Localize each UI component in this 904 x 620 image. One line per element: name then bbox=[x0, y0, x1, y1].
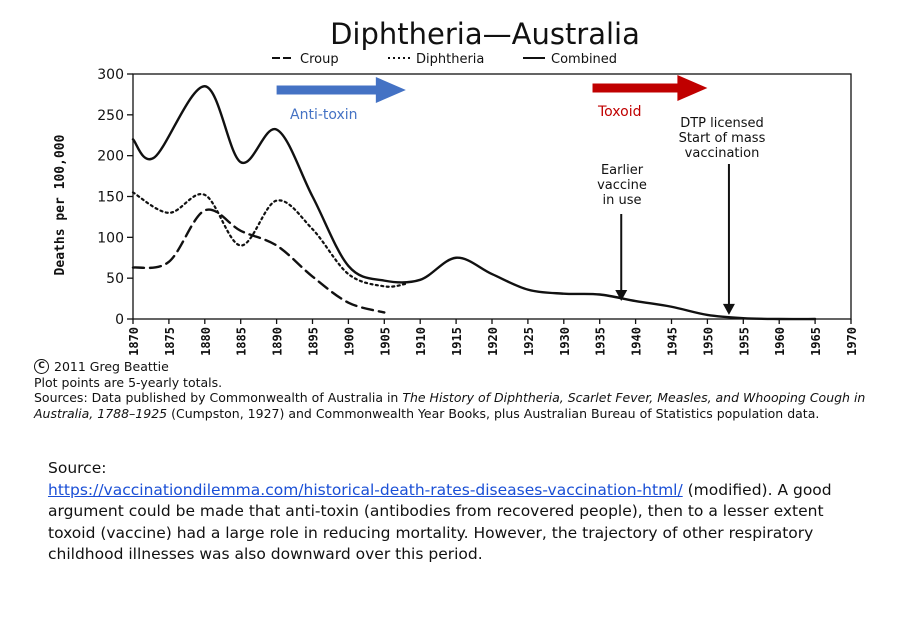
earlier-vaccine-line: vaccine bbox=[597, 178, 647, 193]
legend-label-croup: Croup bbox=[300, 52, 339, 67]
x-tick-label: 1905 bbox=[378, 327, 392, 356]
y-axis: 0 50 100 150 200 250 300 bbox=[97, 67, 133, 328]
earlier-vaccine-line: Earlier bbox=[601, 163, 644, 178]
x-tick-label: 1895 bbox=[307, 327, 321, 356]
antitoxin-label: Anti-toxin bbox=[290, 107, 358, 123]
plot-frame bbox=[132, 73, 852, 320]
x-tick-label: 1900 bbox=[342, 327, 356, 356]
legend-label-combined: Combined bbox=[551, 52, 617, 67]
x-tick-label: 1915 bbox=[450, 327, 464, 356]
y-tick-label: 0 bbox=[115, 312, 124, 328]
sources-text: Sources: Data published by Commonwealth … bbox=[34, 390, 866, 421]
source-link[interactable]: https://vaccinationdilemma.com/historica… bbox=[48, 480, 683, 499]
x-tick-label: 1885 bbox=[235, 327, 249, 356]
y-tick-label: 300 bbox=[97, 67, 124, 83]
chart-credit: C 2011 Greg Beattie Plot points are 5-ye… bbox=[34, 359, 874, 421]
series-line-croup bbox=[131, 208, 386, 314]
earlier-vaccine-line: in use bbox=[603, 193, 642, 208]
copyright-text: 2011 Greg Beattie bbox=[54, 359, 169, 374]
x-tick-label: 1910 bbox=[414, 327, 428, 356]
earlier-vaccine-arrow-head bbox=[615, 290, 628, 302]
copyright-line: C 2011 Greg Beattie bbox=[34, 359, 874, 375]
x-tick-label: 1880 bbox=[199, 327, 213, 356]
copyright-icon: C bbox=[34, 359, 49, 375]
sources-title: The History of Diphtheria, Scarlet Fever… bbox=[34, 390, 866, 421]
y-tick-label: 150 bbox=[97, 190, 124, 206]
series-group bbox=[131, 85, 817, 321]
antitoxin-arrow-head bbox=[375, 77, 406, 103]
source-note: Source: https://vaccinationdilemma.com/h… bbox=[48, 458, 868, 566]
x-tick-label: 1920 bbox=[486, 327, 500, 356]
plot-note: Plot points are 5-yearly totals. bbox=[34, 374, 223, 390]
dtp-licensed-line: vaccination bbox=[685, 146, 760, 161]
y-tick-label: 250 bbox=[97, 108, 124, 124]
source-paragraph: https://vaccinationdilemma.com/historica… bbox=[48, 480, 868, 566]
series-line-combined bbox=[131, 85, 817, 321]
x-tick-label: 1950 bbox=[701, 327, 715, 356]
x-tick-label: 1870 bbox=[127, 327, 141, 356]
x-tick-label: 1875 bbox=[163, 327, 177, 356]
y-tick-label: 100 bbox=[97, 230, 124, 246]
x-tick-label: 1970 bbox=[845, 327, 859, 356]
x-tick-label: 1935 bbox=[594, 327, 608, 356]
x-tick-label: 1925 bbox=[522, 327, 536, 356]
x-tick-label: 1960 bbox=[773, 327, 787, 356]
toxoid-arrow-head bbox=[677, 75, 708, 101]
y-tick-label: 50 bbox=[106, 271, 124, 287]
dtp-licensed-arrow-head bbox=[722, 303, 735, 315]
diphtheria-chart: Diphtheria—Australia Croup Diphtheria Comb… bbox=[53, 17, 859, 356]
legend-label-diphtheria: Diphtheria bbox=[416, 52, 484, 67]
x-tick-label: 1955 bbox=[737, 327, 751, 356]
x-tick-label: 1965 bbox=[809, 327, 823, 356]
source-label: Source: bbox=[48, 459, 107, 477]
note-text: (modified). A good argument could be mad… bbox=[48, 480, 832, 564]
series-line-diphtheria bbox=[131, 191, 407, 288]
x-tick-label: 1940 bbox=[630, 327, 644, 356]
chart-legend: Croup Diphtheria Combined bbox=[272, 52, 617, 67]
y-axis-label: Deaths per 100,000 bbox=[53, 134, 68, 275]
dtp-licensed-line: DTP licensed bbox=[680, 116, 764, 131]
x-axis: 1870 1875 1880 1885 1890 1895 1900 1905 1910 1915… bbox=[127, 319, 859, 356]
x-tick-label: 1890 bbox=[271, 327, 285, 356]
chart-title: Diphtheria—Australia bbox=[330, 17, 640, 51]
x-tick-label: 1930 bbox=[558, 327, 572, 356]
y-tick-label: 200 bbox=[97, 149, 124, 165]
x-tick-label: 1945 bbox=[666, 327, 680, 356]
toxoid-label: Toxoid bbox=[597, 104, 642, 120]
dtp-licensed-line: Start of mass bbox=[679, 131, 766, 146]
